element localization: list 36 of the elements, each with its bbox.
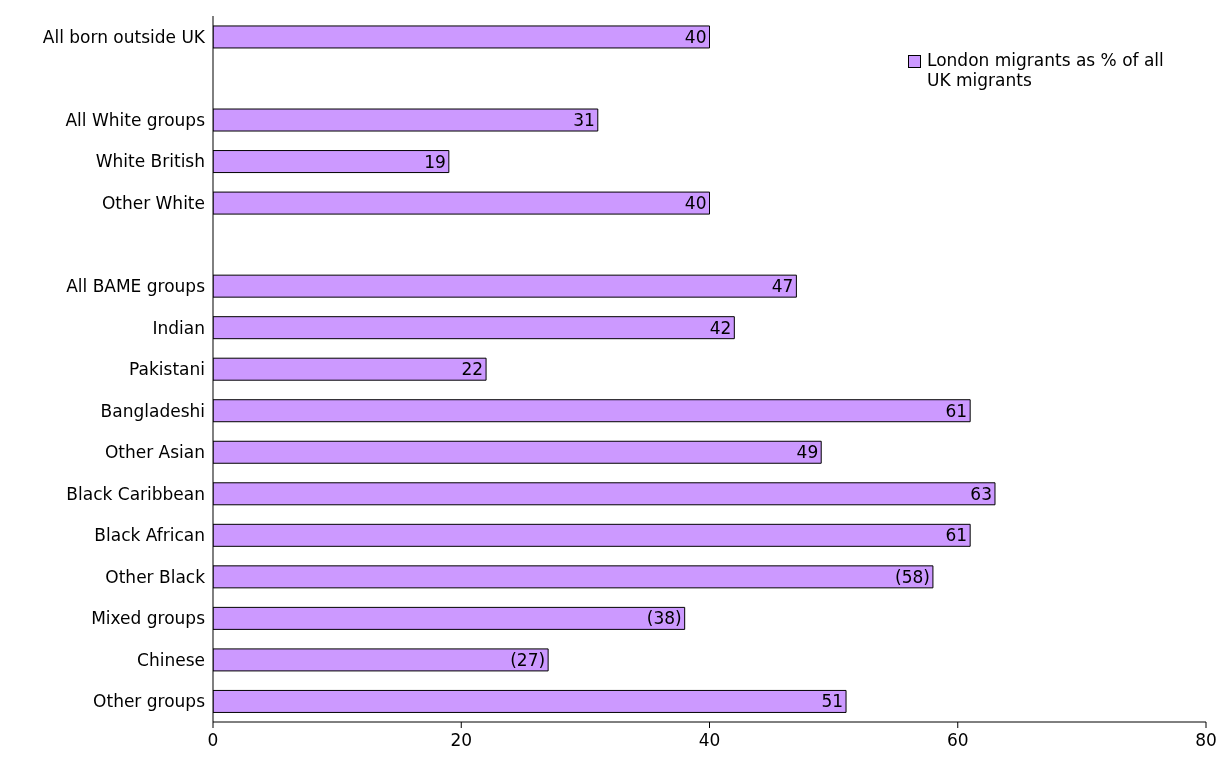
x-tick-label: 20 [450, 730, 473, 751]
y-tick-label: All born outside UK [42, 26, 206, 47]
y-tick-label: All BAME groups [66, 275, 206, 296]
data-label: 61 [945, 525, 968, 546]
y-tick-label: Black Caribbean [66, 483, 205, 504]
data-label: 63 [970, 483, 992, 504]
y-tick-label: Bangladeshi [100, 400, 205, 421]
y-tick-label: Indian [152, 317, 205, 338]
data-label: 51 [821, 691, 844, 712]
x-tick-label: 40 [698, 730, 721, 751]
data-label: 40 [684, 193, 707, 214]
y-tick-label: Other groups [93, 691, 206, 712]
y-tick-label: Other Black [105, 566, 206, 587]
data-label: 61 [945, 400, 968, 421]
data-label: 49 [796, 442, 819, 463]
data-label: 31 [573, 110, 595, 131]
y-tick-label: Pakistani [129, 359, 205, 380]
data-label: 47 [771, 276, 794, 297]
data-label: 40 [684, 26, 707, 47]
data-label: 19 [424, 151, 446, 172]
y-tick-label: Other White [101, 192, 205, 213]
data-label: (58) [895, 566, 930, 587]
y-tick-label: Other Asian [104, 442, 205, 463]
x-tick-label: 0 [207, 730, 219, 751]
data-label: 22 [461, 359, 484, 380]
y-tick-label: Black African [94, 525, 205, 546]
data-label: 42 [709, 317, 732, 338]
y-tick-label: Mixed groups [91, 608, 206, 629]
data-label: (27) [510, 649, 546, 670]
x-tick-label: 80 [1195, 730, 1217, 751]
y-tick-label: White British [95, 151, 205, 172]
x-tick-label: 60 [946, 730, 969, 751]
data-label: (38) [646, 608, 682, 629]
legend-label: London migrants as % of all UK migrants [927, 50, 1165, 90]
y-tick-label: Chinese [137, 649, 205, 670]
y-tick-label: All White groups [65, 109, 206, 130]
